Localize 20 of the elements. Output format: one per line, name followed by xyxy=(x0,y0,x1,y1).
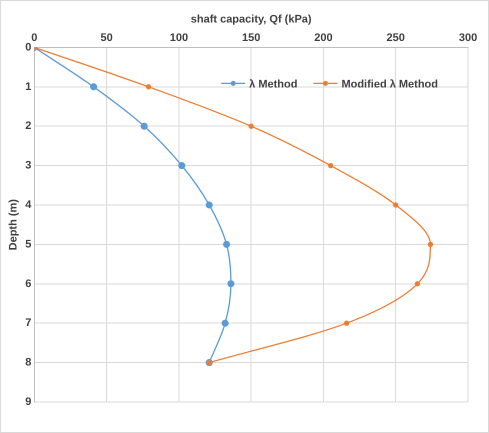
legend-label: λ Method xyxy=(249,78,298,90)
x-tick-label: 250 xyxy=(386,32,405,44)
y-tick-label: 8 xyxy=(25,356,32,369)
y-tick-label: 4 xyxy=(25,199,32,212)
legend-label: Modified λ Method xyxy=(341,78,438,90)
y-tick-label: 6 xyxy=(25,278,32,290)
y-tick-label: 1 xyxy=(25,80,32,93)
x-axis-title: shaft capacity, Qf (kPa) xyxy=(190,14,312,26)
x-tick-label: 50 xyxy=(100,32,113,44)
y-tick-label: 7 xyxy=(25,317,32,330)
y-tick-label: 9 xyxy=(25,396,32,408)
x-tick-label: 200 xyxy=(314,32,333,44)
x-tick-label: 300 xyxy=(458,32,478,44)
y-axis-title: Depth (m) xyxy=(8,198,20,250)
y-tick-label: 5 xyxy=(25,238,32,250)
y-tick-label: 0 xyxy=(25,41,32,54)
x-tick-label: 150 xyxy=(242,32,260,44)
y-tick-label: 2 xyxy=(25,120,32,132)
y-tick-label: 3 xyxy=(25,160,32,172)
x-tick-label: 100 xyxy=(170,32,188,44)
